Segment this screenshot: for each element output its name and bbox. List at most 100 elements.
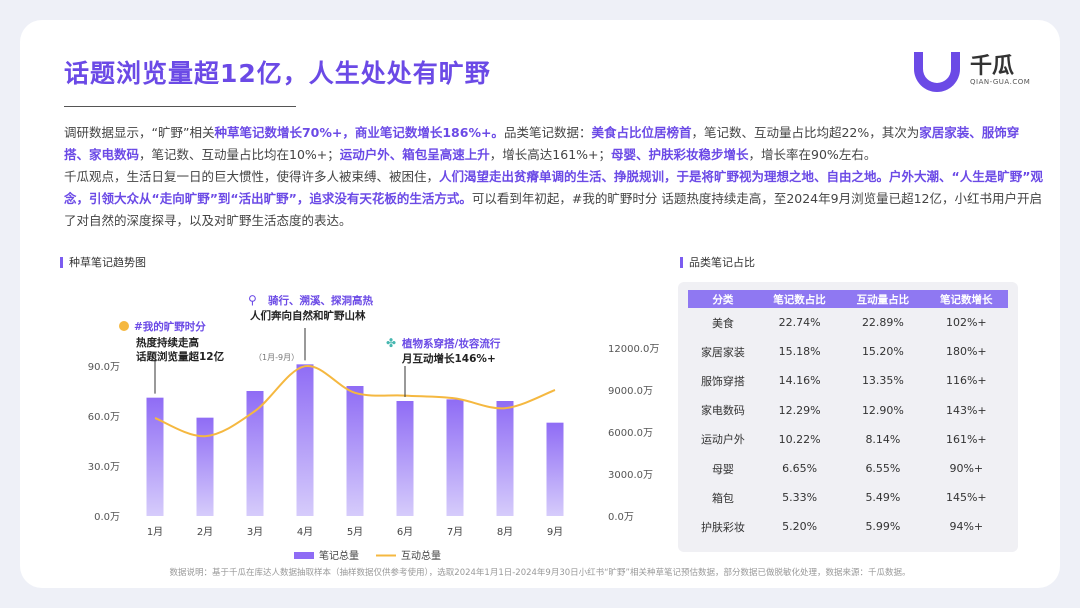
x-tick-label: 8月 xyxy=(497,526,513,538)
y-left-tick-label: 90.0万 xyxy=(88,362,120,373)
table-cell: 180%+ xyxy=(945,345,987,359)
table-cell: 12.90% xyxy=(861,403,904,417)
plant-icon: ✤ xyxy=(386,336,396,350)
y-right-tick-label: 9000.0万 xyxy=(608,386,653,397)
bar-8月 xyxy=(496,401,514,516)
data-note: 数据说明：基于千瓜在库达人数据抽取样本（抽样数据仅供参考使用），选取2024年1… xyxy=(169,568,911,578)
table-cell: 15.18% xyxy=(778,345,821,359)
body-text-span: 千瓜观点，生活日复一日的巨大惯性，使得许多人被束缚、被困住， xyxy=(64,169,440,184)
bar-5月 xyxy=(346,386,364,516)
legend-label: 笔记总量 xyxy=(319,549,359,562)
x-tick-label: 7月 xyxy=(447,526,463,538)
table-cell: 母婴 xyxy=(711,462,734,476)
table-cell: 6.55% xyxy=(865,462,901,476)
bar-6月 xyxy=(396,401,414,516)
body-text: 调研数据显示，“旷野”相关种草笔记数增长70%+，商业笔记数增长186%+。品类… xyxy=(64,122,1044,232)
table-cell: 美食 xyxy=(711,316,734,330)
y-left-tick-label: 60.0万 xyxy=(88,412,120,423)
body-text-span: 品类笔记数据： xyxy=(503,125,592,140)
table-row: 箱包 5.33% 5.49% 145%+ xyxy=(688,483,1008,512)
table-row: 家电数码 12.29% 12.90% 143%+ xyxy=(688,396,1008,425)
logo-name: 千瓜 xyxy=(970,54,1015,79)
table-row: 护肤彩妆 5.20% 5.99% 94%+ xyxy=(688,512,1008,541)
table-cell: 116%+ xyxy=(945,374,987,388)
table-header-cell: 笔记数增长 xyxy=(924,290,1008,308)
table-cell: 94%+ xyxy=(949,520,984,534)
annotation-1-line2: 热度持续走高 xyxy=(136,336,199,349)
annotation-3-line2: 月互动增长146%+ xyxy=(401,352,496,365)
table-cell: 护肤彩妆 xyxy=(700,520,745,534)
highlight-text: 种草笔记数增长70%+，商业笔记数增长186%+。 xyxy=(214,125,504,140)
brand-logo: 千瓜 QIAN-GUA.COM xyxy=(914,48,1034,98)
category-table: 分类 笔记数占比 互动量占比 笔记数增长 美食 22.74% 22.89% 102%+ 家居家… xyxy=(688,290,1008,542)
table-cell: 6.65% xyxy=(782,462,818,476)
trend-title-text: 种草笔记趋势图 xyxy=(69,256,146,269)
x-tick-label: 1月 xyxy=(147,526,163,538)
table-cell: 143%+ xyxy=(945,403,987,417)
table-cell: 箱包 xyxy=(711,491,734,505)
table-cell: 5.20% xyxy=(782,520,818,534)
body-text-span: ，笔记数、互动量占比均超22%，其次为 xyxy=(691,125,920,140)
table-cell: 15.20% xyxy=(861,345,904,359)
x-tick-label: 5月 xyxy=(347,526,363,538)
table-cell: 运动户外 xyxy=(700,433,745,447)
table-body: 美食 22.74% 22.89% 102%+ 家居家装 15.18% 15.20% 180%+… xyxy=(688,308,1008,542)
table-cell: 5.49% xyxy=(865,491,901,505)
table-cell: 22.74% xyxy=(778,316,821,330)
annotation-3-tag: 植物系穿搭/妆容流行 xyxy=(401,337,501,350)
table-cell: 家居家装 xyxy=(700,345,745,359)
table-cell: 服饰穿搭 xyxy=(700,374,745,388)
table-row: 母婴 6.65% 6.55% 90%+ xyxy=(688,454,1008,483)
body-text-span: ，增长率在90%左右。 xyxy=(748,147,877,162)
table-header-cell: 互动量占比 xyxy=(841,290,925,308)
logo-subtitle: QIAN-GUA.COM xyxy=(970,78,1031,86)
annotation-2-tag: 骑行、溯溪、探洞高热 xyxy=(268,294,373,307)
table-cell: 90%+ xyxy=(949,462,984,476)
y-right-tick-label: 6000.0万 xyxy=(608,428,653,439)
bar-3月 xyxy=(246,391,264,516)
y-left-tick-label: 30.0万 xyxy=(88,462,120,473)
table-cell: 13.35% xyxy=(861,374,904,388)
table-cell: 5.33% xyxy=(782,491,818,505)
section-marker xyxy=(680,256,683,268)
category-table-panel: 分类 笔记数占比 互动量占比 笔记数增长 美食 22.74% 22.89% 102%+ 家居家… xyxy=(678,282,1018,552)
trend-chart: 0.0万 30.0万 60.0万 90.0万 0.0万 3000.0万 6000.0万 900… xyxy=(88,293,660,562)
table-cell: 102%+ xyxy=(945,316,987,330)
table-header-cell: 笔记数占比 xyxy=(757,290,842,308)
table-header-row: 分类 笔记数占比 互动量占比 笔记数增长 xyxy=(688,290,1008,308)
paragraph-opinion: 千瓜观点，生活日复一日的巨大惯性，使得许多人被束缚、被困住，人们渴望走出贫瘠单调… xyxy=(64,166,1044,232)
highlight-text: 美食占比位居榜首 xyxy=(591,125,692,140)
bicycle-icon: ⚲ xyxy=(248,293,257,307)
x-tick-label: 3月 xyxy=(247,526,263,538)
body-text-span: ，笔记数、互动量占比均在10%+； xyxy=(139,147,340,162)
legend-swatch-bar xyxy=(294,552,314,559)
highlight-text: 人们渴望走出贫瘠单调的生活、挣脱规训，于是将旷野视为理想之地、自由之地。户外大潮… xyxy=(64,169,1043,206)
highlight-text: 家居家装、服饰穿搭、家电数码 xyxy=(64,125,1020,162)
table-title-text: 品类笔记占比 xyxy=(689,256,755,269)
highlight-text: 运动户外、箱包呈高速上升 xyxy=(339,147,490,162)
bar-7月 xyxy=(446,399,464,516)
y-left-tick-label: 0.0万 xyxy=(94,512,120,523)
body-text-span: 可以看到年初起，#我的旷野时分 话题热度持续走高，至2024年9月浏览量已超12… xyxy=(64,191,1042,228)
highlight-text: 母婴、护肤彩妆稳步增长 xyxy=(611,147,749,162)
table-cell: 12.29% xyxy=(778,403,821,417)
x-tick-label: 2月 xyxy=(197,526,213,538)
body-text-span: ，增长高达161%+； xyxy=(489,147,612,162)
table-cell: 14.16% xyxy=(778,374,821,388)
annotation-1-sub: （1月-9月） xyxy=(254,353,299,362)
table-cell: 家电数码 xyxy=(700,404,745,418)
table-cell: 10.22% xyxy=(778,432,821,446)
bar-1月 xyxy=(146,397,164,516)
annotation-1-line3: 话题浏览量超12亿 xyxy=(136,350,225,363)
table-cell: 145%+ xyxy=(945,491,987,505)
title-underline xyxy=(64,106,296,107)
table-cell: 161%+ xyxy=(945,432,987,446)
table-row: 家居家装 15.18% 15.20% 180%+ xyxy=(688,337,1008,366)
bar-4月 xyxy=(296,364,314,516)
x-tick-label: 9月 xyxy=(547,526,563,538)
section-marker xyxy=(60,256,63,268)
logo-mark-icon xyxy=(914,52,960,92)
body-text-span: 调研数据显示，“旷野”相关 xyxy=(64,125,215,140)
table-cell: 5.99% xyxy=(865,520,901,534)
x-tick-label: 4月 xyxy=(297,526,313,538)
